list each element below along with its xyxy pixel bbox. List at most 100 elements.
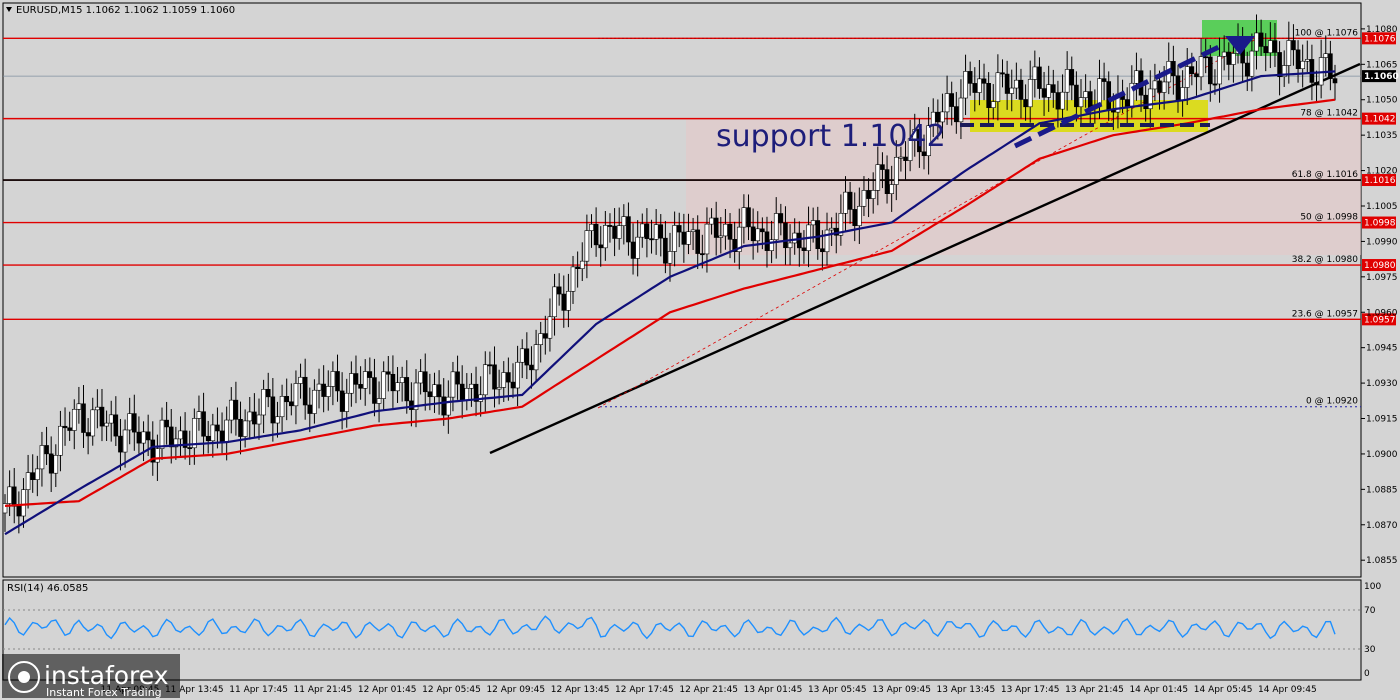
candle-body [1143,94,1148,110]
fib-ratio-label: 78 @ 1.1042 [1300,109,1358,119]
price-tick-label: 1.0915 [1366,415,1398,425]
candle-body [376,398,382,404]
candle-body [616,225,622,239]
candle-body [270,396,276,424]
candle-body [21,489,26,517]
candle-body [681,231,687,245]
candle-body [7,486,12,504]
candle-body [312,389,317,414]
candle-body [815,220,821,250]
candle-body [986,83,991,108]
candle-body [1286,40,1292,66]
candle-body [104,422,109,427]
candle-body [584,230,590,262]
candle-body [612,225,617,239]
candle-body [1212,83,1218,86]
candle-body [1249,50,1255,77]
candle-body [649,238,654,241]
level-price-tag-label: 1.1076 [1364,34,1396,44]
candle-body [658,224,664,239]
candle-body [1004,73,1010,94]
price-tick-label: 1.1020 [1366,167,1398,177]
candle-body [279,396,285,418]
fib-ratio-label: 100 @ 1.1076 [1295,28,1359,38]
candle-body [362,371,368,389]
candle-body [145,431,151,441]
candle-body [1074,84,1079,108]
candle-body [192,418,197,449]
candle-body [713,217,719,238]
candle-body [1161,81,1167,93]
candle-body [409,400,414,410]
candle-body [1291,40,1296,51]
candle-body [829,227,834,231]
candle-body [607,225,613,227]
chart-menu-icon[interactable] [6,7,12,12]
candle-body [783,222,788,249]
candle-body [53,454,59,474]
candle-body [644,223,650,239]
candle-body [870,190,876,199]
candle-body [990,101,996,108]
time-tick-label: 14 Apr 09:45 [1258,685,1317,695]
time-tick-label: 11 Apr 21:45 [294,685,353,695]
candle-body [570,266,576,292]
candle-body [1175,75,1181,101]
candle-body [1226,51,1232,65]
price-tick-label: 1.0870 [1366,521,1398,531]
candle-body [861,190,867,207]
fib-ratio-label: 0 @ 1.0920 [1306,397,1358,407]
candle-body [432,384,437,398]
candle-body [302,376,308,406]
candle-body [852,209,858,226]
candle-body [381,371,386,399]
candle-body [1295,49,1301,70]
candle-body [1087,91,1093,109]
candle-body [25,472,31,490]
candle-body [1217,55,1222,85]
candle-body [1244,62,1250,77]
price-tick-label: 1.1080 [1366,25,1398,35]
level-price-tag-label: 1.0957 [1364,315,1396,325]
candle-body [372,377,377,404]
candle-body [912,129,918,140]
candle-body [62,425,68,429]
price-tick-label: 1.1050 [1366,96,1398,106]
price-tick-label: 1.1035 [1366,131,1398,141]
candle-body [838,213,844,236]
candle-body [247,411,253,422]
candle-body [1055,92,1061,110]
candle-body [501,372,507,388]
candle-body [339,390,345,412]
candle-body [90,409,96,437]
level-price-tag-label: 1.0980 [1364,261,1396,271]
candle-body [593,223,599,246]
slow-ma-line [4,98,1336,507]
candle-body [67,427,72,431]
candle-body [427,391,433,398]
candle-body [1184,66,1190,88]
candle-body [358,384,363,389]
candle-body [972,83,978,93]
candle-body [653,224,659,240]
candle-body [1037,66,1042,89]
candle-body [335,371,340,392]
candle-body [556,286,562,295]
fib-ratio-label: 23.6 @ 1.0957 [1292,309,1358,319]
candle-body [552,286,557,318]
candle-body [2,503,8,514]
time-tick-label: 12 Apr 21:45 [679,685,738,695]
time-tick-label: 13 Apr 17:45 [1001,685,1060,695]
candle-body [238,418,243,437]
candle-body [215,424,220,432]
candle-body [949,93,955,107]
candle-body [385,371,391,375]
fib-ratio-label: 50 @ 1.0998 [1300,213,1358,223]
candle-body [778,213,784,224]
candle-body [575,266,580,269]
candle-body [1281,65,1287,78]
candle-body [630,241,636,259]
candle-body [727,223,733,240]
level-price-tag [1362,112,1396,125]
